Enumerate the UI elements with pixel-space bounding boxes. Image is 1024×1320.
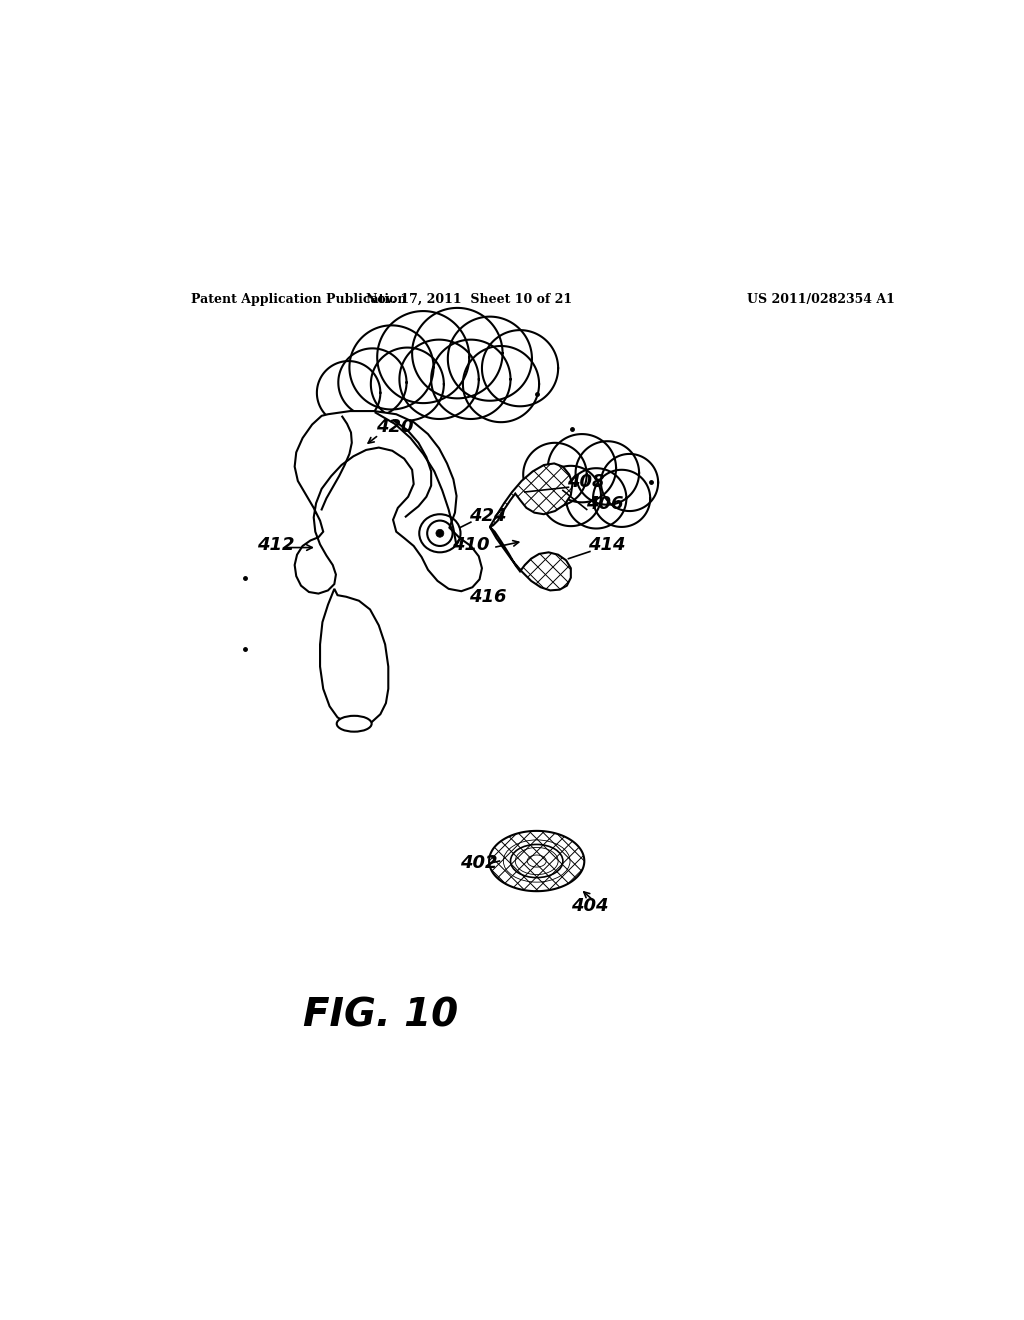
Text: 424: 424 xyxy=(469,507,507,525)
Text: 408: 408 xyxy=(567,474,604,491)
Polygon shape xyxy=(489,463,572,527)
Ellipse shape xyxy=(337,715,372,731)
Polygon shape xyxy=(489,830,585,891)
Text: 414: 414 xyxy=(588,536,626,554)
Text: 412: 412 xyxy=(257,536,295,554)
Text: 410: 410 xyxy=(452,536,489,554)
Text: 404: 404 xyxy=(570,898,608,915)
Text: 406: 406 xyxy=(586,495,624,512)
Text: US 2011/0282354 A1: US 2011/0282354 A1 xyxy=(748,293,895,306)
Polygon shape xyxy=(321,589,388,725)
Polygon shape xyxy=(295,411,482,594)
Circle shape xyxy=(436,529,443,537)
Text: 402: 402 xyxy=(460,854,498,873)
Text: 420: 420 xyxy=(377,417,414,436)
Polygon shape xyxy=(489,527,570,590)
Text: Nov. 17, 2011  Sheet 10 of 21: Nov. 17, 2011 Sheet 10 of 21 xyxy=(367,293,572,306)
Polygon shape xyxy=(301,409,549,429)
Text: FIG. 10: FIG. 10 xyxy=(303,997,458,1035)
Text: Patent Application Publication: Patent Application Publication xyxy=(191,293,407,306)
Text: 416: 416 xyxy=(469,587,507,606)
Polygon shape xyxy=(528,486,648,504)
